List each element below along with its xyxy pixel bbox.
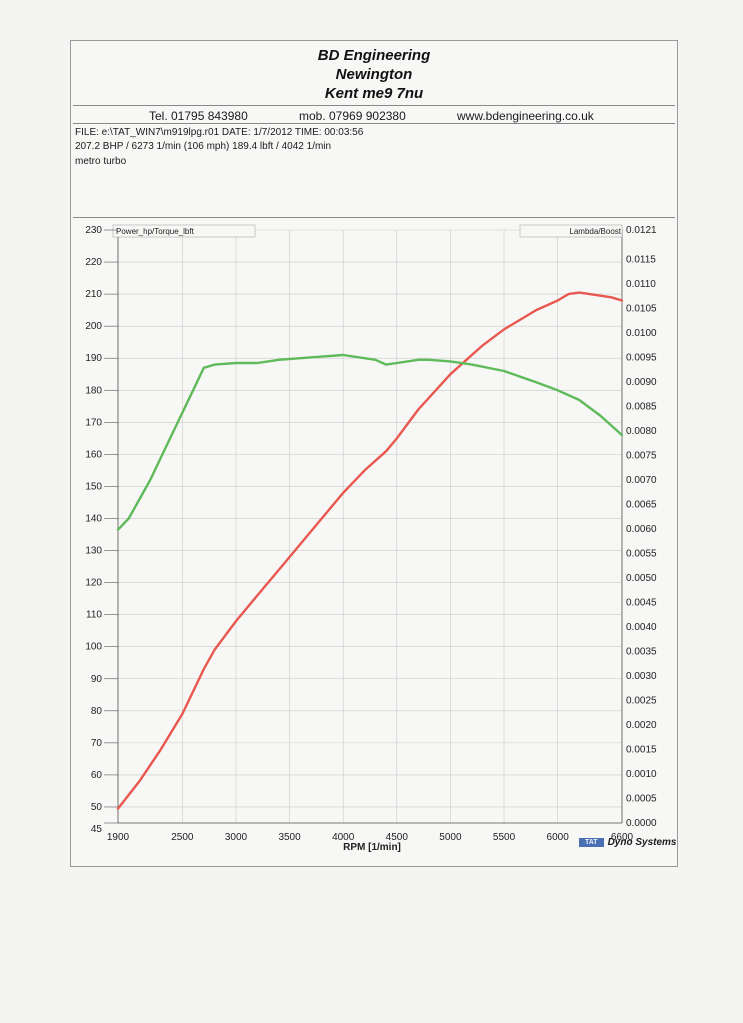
y-tick-label-left: 200	[85, 321, 102, 332]
peak-info: 207.2 BHP / 6273 1/min (106 mph) 189.4 l…	[75, 141, 332, 152]
y-tick-label-left: 190	[85, 353, 102, 364]
x-tick-label: 4000	[332, 832, 355, 843]
vehicle-note: metro turbo	[75, 156, 127, 167]
y-tick-label-right: 0.0035	[626, 646, 657, 657]
y-tick-label-left: 140	[85, 513, 102, 524]
y-tick-label-right: 0.0045	[626, 597, 657, 608]
y-tick-label-left: 150	[85, 481, 102, 492]
y-tick-label-left: 220	[85, 257, 102, 268]
y-tick-label-left: 170	[85, 417, 102, 428]
tat-logo-badge: TAT	[579, 837, 604, 847]
x-tick-label: 5000	[439, 832, 462, 843]
y-tick-label-right: 0.0010	[626, 769, 657, 780]
x-tick-label: 6600	[611, 832, 634, 843]
y-tick-label-right: 0.0050	[626, 573, 657, 584]
y-tick-label-left: 110	[86, 610, 102, 621]
x-tick-label: 3000	[225, 832, 248, 843]
y-tick-label-left: 45	[91, 824, 103, 835]
y-tick-label-left: 230	[85, 225, 102, 236]
y-tick-label-right: 0.0100	[626, 328, 657, 339]
y-tick-label-left: 60	[91, 770, 103, 781]
y-tick-label-left: 100	[85, 642, 102, 653]
power-curve	[116, 291, 624, 810]
chart-top-divider	[73, 217, 675, 218]
chart-series	[116, 291, 624, 810]
contact-tel: Tel. 01795 843980	[149, 109, 248, 123]
x-tick-label: 2500	[171, 832, 194, 843]
file-info: FILE: e:\TAT_WIN7\m919lpg.r01 DATE: 1/7/…	[75, 127, 364, 138]
y-tick-label-left: 180	[85, 385, 102, 396]
contact-mob: mob. 07969 902380	[299, 109, 406, 123]
dyno-brand: TAT Dyno Systems	[579, 837, 677, 848]
y-tick-label-right: 0.0065	[626, 499, 657, 510]
company-town: Newington	[335, 66, 413, 83]
company-name: BD Engineering	[317, 47, 431, 64]
y-tick-label-right: 0.0105	[626, 303, 657, 314]
y-tick-label-left: 80	[91, 706, 103, 717]
y-tick-label-right: 0.0085	[626, 401, 657, 412]
x-tick-label: 4500	[386, 832, 409, 843]
y-tick-label-right: 0.0015	[626, 744, 657, 755]
brand-name: Dyno Systems	[607, 837, 677, 848]
x-tick-label: 6000	[547, 832, 570, 843]
y-tick-label-right: 0.0110	[626, 279, 656, 290]
contact-web: www.bdengineering.co.uk	[457, 109, 594, 123]
y-tick-label-left: 120	[85, 578, 102, 589]
y-tick-label-right: 0.0020	[626, 720, 657, 731]
header-divider-top	[73, 105, 675, 106]
x-tick-label: 5500	[493, 832, 516, 843]
x-tick-label: 1900	[107, 832, 130, 843]
left-axis-label: Power_hp/Torque_lbft	[116, 227, 195, 236]
header-divider-bottom	[73, 123, 675, 124]
y-tick-label-left: 90	[91, 674, 103, 685]
y-tick-label-right: 0.0055	[626, 548, 657, 559]
y-tick-label-right: 0.0121	[626, 225, 657, 236]
y-tick-label-right: 0.0060	[626, 524, 657, 535]
y-tick-label-right: 0.0115	[626, 254, 656, 265]
right-axis-label: Lambda/Boost	[569, 227, 621, 236]
torque-curve	[116, 353, 624, 531]
x-axis-label: RPM [1/min]	[343, 842, 401, 853]
right-axis-label-box	[519, 224, 623, 238]
y-tick-label-left: 210	[85, 289, 102, 300]
y-tick-label-right: 0.0090	[626, 377, 657, 388]
y-tick-label-left: 160	[85, 449, 102, 460]
y-tick-label-right: 0.0075	[626, 450, 657, 461]
x-tick-label: 3500	[278, 832, 301, 843]
y-tick-label-right: 0.0000	[626, 818, 657, 829]
y-tick-label-left: 130	[85, 546, 102, 557]
y-tick-label-left: 70	[91, 738, 103, 749]
y-tick-label-right: 0.0080	[626, 426, 657, 437]
dyno-sheet: BD Engineering Newington Kent me9 7nu Te…	[70, 40, 678, 867]
y-tick-label-right: 0.0095	[626, 352, 657, 363]
company-address: Kent me9 7nu	[324, 85, 424, 102]
y-tick-label-right: 0.0025	[626, 695, 657, 706]
y-tick-label-right: 0.0005	[626, 793, 657, 804]
y-tick-label-right: 0.0030	[626, 671, 657, 682]
chart-grid	[117, 229, 623, 824]
y-tick-label-left: 50	[91, 802, 103, 813]
y-tick-label-right: 0.0040	[626, 622, 657, 633]
chart-ticks: 1900 2500 3000 3500 4000 4500 5000 5500 6000 6600…	[85, 225, 657, 843]
y-tick-label-right: 0.0070	[626, 475, 657, 486]
left-axis-label-box	[112, 224, 256, 238]
